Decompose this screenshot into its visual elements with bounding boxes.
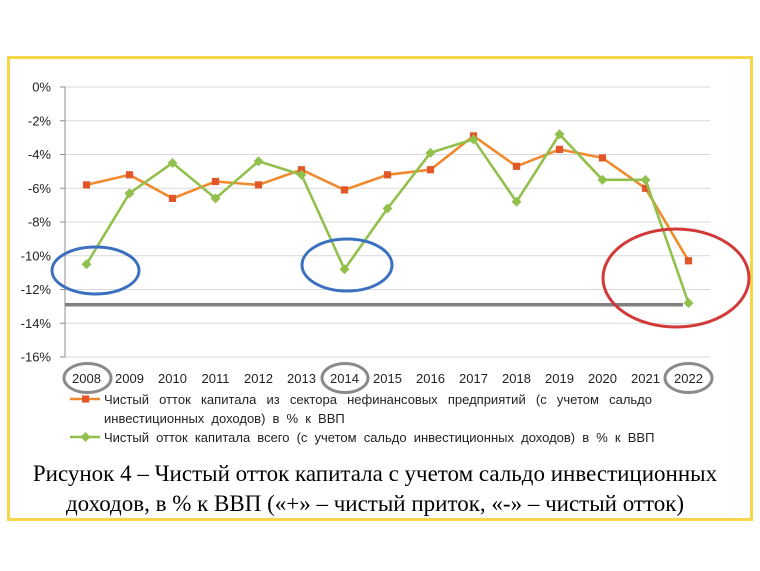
legend-marker-diamond	[80, 432, 91, 442]
data-point-nonfinancial-sector-2021	[641, 184, 650, 192]
y-axis	[60, 86, 66, 358]
data-point-total-2020	[597, 174, 608, 185]
x-tick-label: 2011	[202, 371, 230, 386]
data-point-total-2016	[425, 147, 436, 158]
tick-labels: 0% -2% -4% -6% -8% -10% -12% -14% -16% 2008 2009 20…	[21, 80, 703, 387]
y-tick-label: -16%	[21, 350, 52, 365]
data-point-total-2017	[468, 134, 479, 145]
y-tick-label: -2%	[28, 113, 52, 128]
data-point-nonfinancial-sector-2018	[512, 162, 521, 170]
legend-marker-square	[82, 395, 90, 403]
y-tick-label: -14%	[21, 316, 52, 331]
x-tick-label: 2010	[158, 371, 187, 386]
y-tick-label: -6%	[28, 181, 52, 196]
legend-swatch-nonfinancial-sector	[70, 395, 100, 403]
y-tick-label: -10%	[21, 248, 52, 263]
x-tick-label: 2018	[502, 371, 531, 386]
x-tick-label: 2009	[115, 371, 144, 386]
data-point-nonfinancial-sector-2012	[254, 181, 263, 189]
highlight-annotations	[50, 227, 751, 394]
y-tick-label: -12%	[21, 282, 52, 297]
data-point-nonfinancial-sector-2008	[82, 181, 91, 189]
data-point-nonfinancial-sector-2016	[426, 166, 435, 174]
y-tick-label: -8%	[28, 215, 52, 230]
data-point-total-2021	[640, 174, 651, 185]
highlight-ellipse-2014	[300, 237, 394, 293]
data-point-total-2013	[296, 169, 307, 180]
data-point-total-2014	[339, 264, 350, 275]
data-point-nonfinancial-sector-2015	[383, 171, 392, 179]
data-point-nonfinancial-sector-2022	[684, 257, 693, 265]
x-tick-label: 2022	[674, 371, 703, 386]
data-point-total-2008	[81, 259, 92, 270]
x-tick-label: 2015	[373, 371, 402, 386]
highlight-ellipse-2021-2022	[601, 227, 751, 329]
gridlines	[65, 86, 710, 358]
x-tick-label: 2013	[287, 371, 316, 386]
year-circle-2008	[62, 362, 113, 394]
x-tick-label: 2012	[244, 371, 273, 386]
year-circle-2014	[320, 362, 370, 394]
x-tick-label: 2019	[545, 371, 574, 386]
data-point-nonfinancial-sector-2009	[125, 171, 134, 179]
data-point-total-2019	[554, 129, 565, 140]
figure-caption: Рисунок 4 – Чистый отток капитала с учет…	[32, 461, 718, 516]
x-tick-label: 2017	[459, 371, 488, 386]
data-point-total-2010	[167, 157, 178, 168]
data-point-total-2018	[511, 196, 522, 207]
x-tick-label: 2021	[631, 371, 660, 386]
data-point-total-2015	[382, 203, 393, 214]
data-point-nonfinancial-sector-2011	[211, 177, 220, 186]
series-nonfinancial-sector	[82, 132, 693, 265]
data-point-total-2012	[253, 156, 264, 167]
legend-label: Чистый отток капитала всего (с учетом са…	[104, 430, 655, 445]
highlight-ellipse-2008	[50, 245, 141, 296]
x-tick-label: 2020	[588, 371, 617, 386]
data-point-total-2009	[124, 188, 135, 199]
series-total	[81, 129, 694, 308]
data-point-nonfinancial-sector-2010	[168, 194, 177, 202]
year-circle-2022	[663, 362, 714, 394]
series-layer	[81, 129, 694, 308]
legend-label: Чистый отток капитала из сектора нефинан…	[104, 392, 652, 426]
data-point-nonfinancial-sector-2014	[340, 186, 349, 194]
y-tick-label: 0%	[32, 80, 51, 95]
x-tick-label: 2016	[416, 371, 445, 386]
data-point-nonfinancial-sector-2020	[598, 154, 607, 162]
x-tick-label: 2014	[330, 371, 359, 386]
data-point-nonfinancial-sector-2019	[555, 145, 564, 153]
x-tick-label: 2008	[72, 371, 101, 386]
y-tick-label: -4%	[28, 147, 52, 162]
data-point-nonfinancial-sector-2013	[297, 166, 306, 174]
figure-frame	[7, 56, 753, 521]
legend-swatch-total	[70, 432, 100, 442]
data-point-total-2011	[210, 193, 221, 204]
data-point-total-2022	[683, 298, 694, 308]
